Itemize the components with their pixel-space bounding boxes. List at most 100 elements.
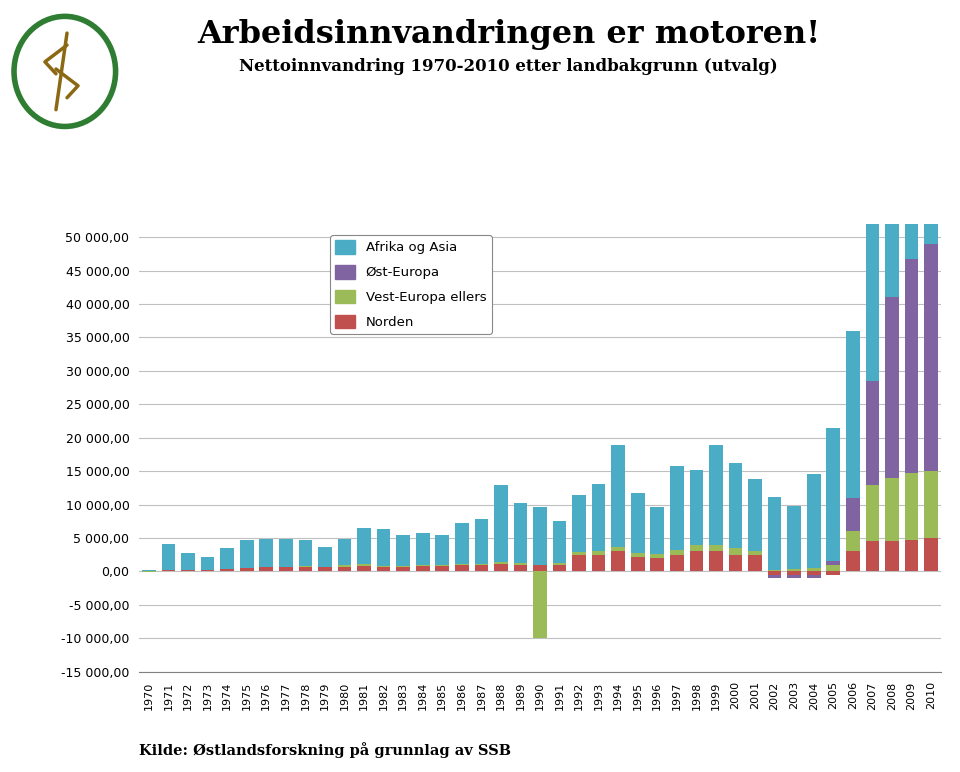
Legend: Afrika og Asia, Øst-Europa, Vest-Europa ellers, Norden: Afrika og Asia, Øst-Europa, Vest-Europa … — [330, 235, 492, 334]
Bar — [748, 479, 762, 550]
Bar — [533, 564, 547, 571]
Bar — [885, 297, 899, 478]
Bar — [416, 533, 429, 564]
Bar — [201, 557, 214, 570]
Bar — [338, 567, 351, 571]
Bar — [827, 571, 840, 574]
Bar — [318, 567, 332, 571]
Bar — [787, 571, 801, 574]
Bar — [651, 554, 664, 558]
Bar — [591, 484, 606, 551]
Bar — [924, 0, 938, 244]
Bar — [436, 564, 449, 566]
Bar — [904, 0, 919, 259]
Bar — [670, 555, 684, 571]
Bar — [904, 473, 919, 540]
Bar — [787, 506, 801, 570]
Bar — [181, 553, 195, 570]
Bar — [494, 562, 508, 564]
Bar — [572, 552, 586, 555]
Bar — [924, 538, 938, 571]
Bar — [612, 445, 625, 547]
Text: Arbeidsinnvandringen er motoren!: Arbeidsinnvandringen er motoren! — [197, 19, 821, 50]
Bar — [806, 475, 821, 568]
Bar — [474, 565, 489, 571]
Bar — [631, 493, 644, 554]
Bar — [729, 548, 742, 555]
Bar — [181, 570, 195, 571]
Bar — [748, 555, 762, 571]
Bar — [474, 564, 489, 565]
Bar — [904, 259, 919, 473]
Bar — [806, 571, 821, 574]
Bar — [651, 507, 664, 554]
Bar — [768, 496, 781, 570]
Bar — [885, 0, 899, 297]
Bar — [612, 547, 625, 551]
Bar — [689, 545, 704, 551]
Bar — [436, 566, 449, 571]
Bar — [572, 555, 586, 571]
Bar — [514, 503, 527, 563]
Bar — [318, 547, 332, 567]
Bar — [436, 535, 449, 564]
Bar — [338, 565, 351, 567]
Bar — [885, 478, 899, 541]
Bar — [455, 523, 468, 564]
Bar — [221, 570, 234, 571]
Bar — [279, 539, 293, 567]
Bar — [161, 544, 176, 570]
Bar — [240, 540, 253, 568]
Bar — [748, 550, 762, 555]
Bar — [689, 551, 704, 571]
Bar — [670, 550, 684, 555]
Bar — [709, 445, 723, 545]
Bar — [806, 568, 821, 571]
Bar — [201, 570, 214, 571]
Bar — [846, 498, 859, 531]
Bar — [494, 485, 508, 562]
Bar — [416, 566, 429, 571]
Bar — [161, 570, 176, 571]
Bar — [729, 555, 742, 571]
Bar — [866, 541, 879, 571]
Bar — [904, 540, 919, 571]
Bar — [729, 463, 742, 548]
Bar — [768, 574, 781, 578]
Text: Nettoinnvandring 1970-2010 etter landbakgrunn (utvalg): Nettoinnvandring 1970-2010 etter landbak… — [239, 58, 779, 75]
Bar — [768, 570, 781, 571]
Bar — [612, 551, 625, 571]
Bar — [142, 570, 156, 571]
Bar — [689, 470, 704, 545]
Bar — [591, 551, 606, 555]
Bar — [846, 551, 859, 571]
Bar — [455, 564, 468, 565]
Bar — [474, 520, 489, 564]
Bar — [924, 471, 938, 538]
Bar — [416, 564, 429, 566]
Bar — [572, 495, 586, 552]
Bar — [221, 548, 234, 570]
Bar — [866, 485, 879, 541]
Bar — [376, 567, 391, 571]
Bar — [806, 574, 821, 578]
Bar — [240, 568, 253, 571]
Bar — [827, 428, 840, 561]
Bar — [357, 566, 371, 571]
Bar — [553, 520, 566, 564]
Text: Kilde: Østlandsforskning på grunnlag av SSB: Kilde: Østlandsforskning på grunnlag av … — [139, 742, 511, 758]
Bar — [787, 570, 801, 571]
Bar — [787, 574, 801, 578]
Bar — [259, 539, 274, 567]
Bar — [924, 244, 938, 471]
Bar — [396, 535, 410, 566]
Bar — [591, 555, 606, 571]
Bar — [299, 540, 312, 566]
Bar — [553, 564, 566, 571]
Bar — [827, 564, 840, 571]
Bar — [670, 466, 684, 550]
Bar — [866, 381, 879, 485]
Bar — [514, 564, 527, 571]
Bar — [514, 563, 527, 564]
Bar — [709, 551, 723, 571]
